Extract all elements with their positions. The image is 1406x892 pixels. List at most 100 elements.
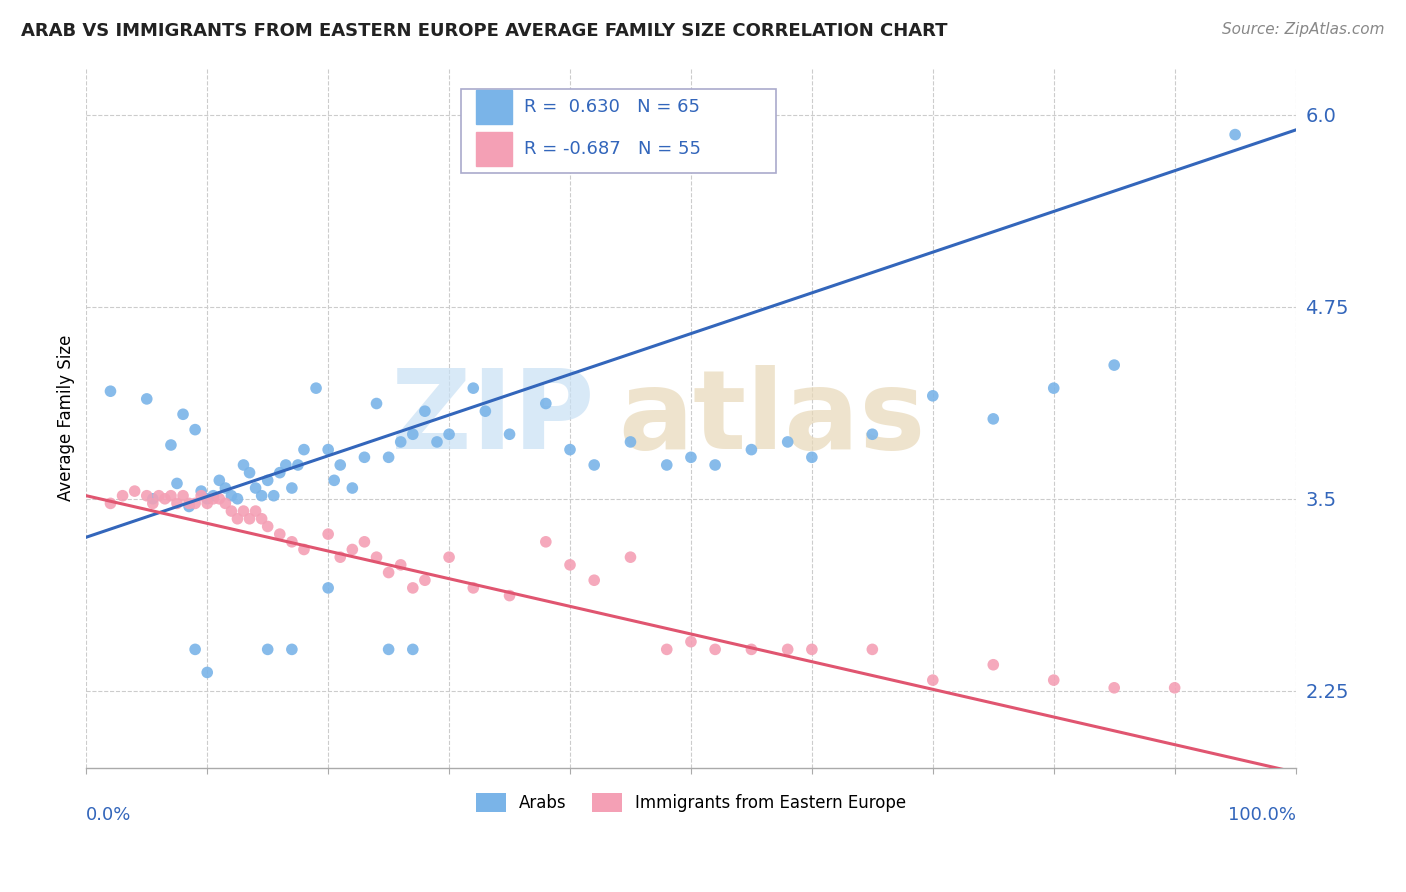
Point (389, 434, 412, 449)
Point (402, 642, 425, 657)
Point (202, 491, 225, 506)
Text: ZIP: ZIP (391, 365, 595, 472)
Point (1102, 358, 1125, 372)
Point (214, 481, 236, 495)
Point (740, 642, 762, 657)
Point (190, 489, 212, 503)
Point (292, 442, 315, 457)
Point (281, 642, 304, 657)
Point (389, 558, 412, 572)
Point (226, 512, 249, 526)
Point (100, 384, 122, 399)
Point (208, 474, 231, 488)
Point (160, 438, 183, 452)
Bar (475, 132, 512, 166)
Point (250, 489, 273, 503)
Text: R = -0.687   N = 55: R = -0.687 N = 55 (524, 140, 702, 158)
Point (269, 466, 291, 480)
Point (498, 589, 520, 603)
Point (921, 389, 943, 403)
Point (463, 581, 485, 595)
Point (679, 450, 702, 465)
Point (402, 581, 425, 595)
Point (142, 496, 165, 510)
Point (250, 512, 273, 526)
Point (135, 392, 157, 406)
FancyBboxPatch shape (461, 89, 776, 173)
Text: ARAB VS IMMIGRANTS FROM EASTERN EUROPE AVERAGE FAMILY SIZE CORRELATION CHART: ARAB VS IMMIGRANTS FROM EASTERN EUROPE A… (21, 22, 948, 40)
Point (776, 434, 799, 449)
Point (619, 550, 641, 565)
Point (245, 504, 267, 518)
Point (195, 496, 218, 510)
Point (402, 427, 425, 442)
Point (583, 458, 606, 472)
Point (323, 474, 346, 488)
Text: 0.0%: 0.0% (86, 806, 132, 824)
Point (329, 458, 352, 472)
Point (377, 566, 399, 580)
Point (184, 496, 207, 510)
Point (377, 450, 399, 465)
Point (583, 573, 606, 587)
Point (135, 489, 157, 503)
Point (195, 665, 218, 680)
Point (232, 458, 254, 472)
Point (776, 642, 799, 657)
Point (316, 442, 339, 457)
Point (208, 491, 231, 506)
Point (177, 500, 200, 514)
Point (184, 642, 207, 657)
Point (366, 396, 388, 410)
Point (704, 458, 727, 472)
Point (474, 404, 496, 418)
Point (184, 423, 207, 437)
Point (655, 642, 678, 657)
Point (413, 404, 436, 418)
Y-axis label: Average Family Size: Average Family Size (58, 334, 75, 501)
Point (256, 642, 278, 657)
Point (437, 550, 460, 565)
Point (172, 407, 194, 421)
Point (342, 542, 364, 557)
Point (226, 491, 249, 506)
Point (342, 481, 364, 495)
Point (329, 550, 352, 565)
Point (921, 673, 943, 687)
Point (232, 504, 254, 518)
Point (124, 484, 146, 499)
Text: Source: ZipAtlas.com: Source: ZipAtlas.com (1222, 22, 1385, 37)
Point (1042, 381, 1064, 395)
Point (274, 458, 297, 472)
Point (426, 434, 449, 449)
Point (437, 427, 460, 442)
Point (619, 434, 641, 449)
Point (981, 657, 1004, 672)
Bar (475, 90, 512, 124)
Point (534, 396, 557, 410)
Text: 100.0%: 100.0% (1227, 806, 1295, 824)
Point (269, 527, 291, 541)
Text: R =  0.630   N = 65: R = 0.630 N = 65 (524, 98, 700, 116)
Point (100, 496, 122, 510)
Point (281, 534, 304, 549)
Point (800, 642, 823, 657)
Point (160, 489, 183, 503)
Point (256, 474, 278, 488)
Point (202, 489, 225, 503)
Point (413, 573, 436, 587)
Point (177, 496, 200, 510)
Point (166, 476, 188, 491)
Point (256, 519, 278, 533)
Point (166, 496, 188, 510)
Legend: Arabs, Immigrants from Eastern Europe: Arabs, Immigrants from Eastern Europe (470, 786, 912, 819)
Point (238, 466, 260, 480)
Point (316, 527, 339, 541)
Point (221, 489, 243, 503)
Point (221, 504, 243, 518)
Point (190, 484, 212, 499)
Point (142, 491, 165, 506)
Point (498, 427, 520, 442)
Point (534, 534, 557, 549)
Point (366, 550, 388, 565)
